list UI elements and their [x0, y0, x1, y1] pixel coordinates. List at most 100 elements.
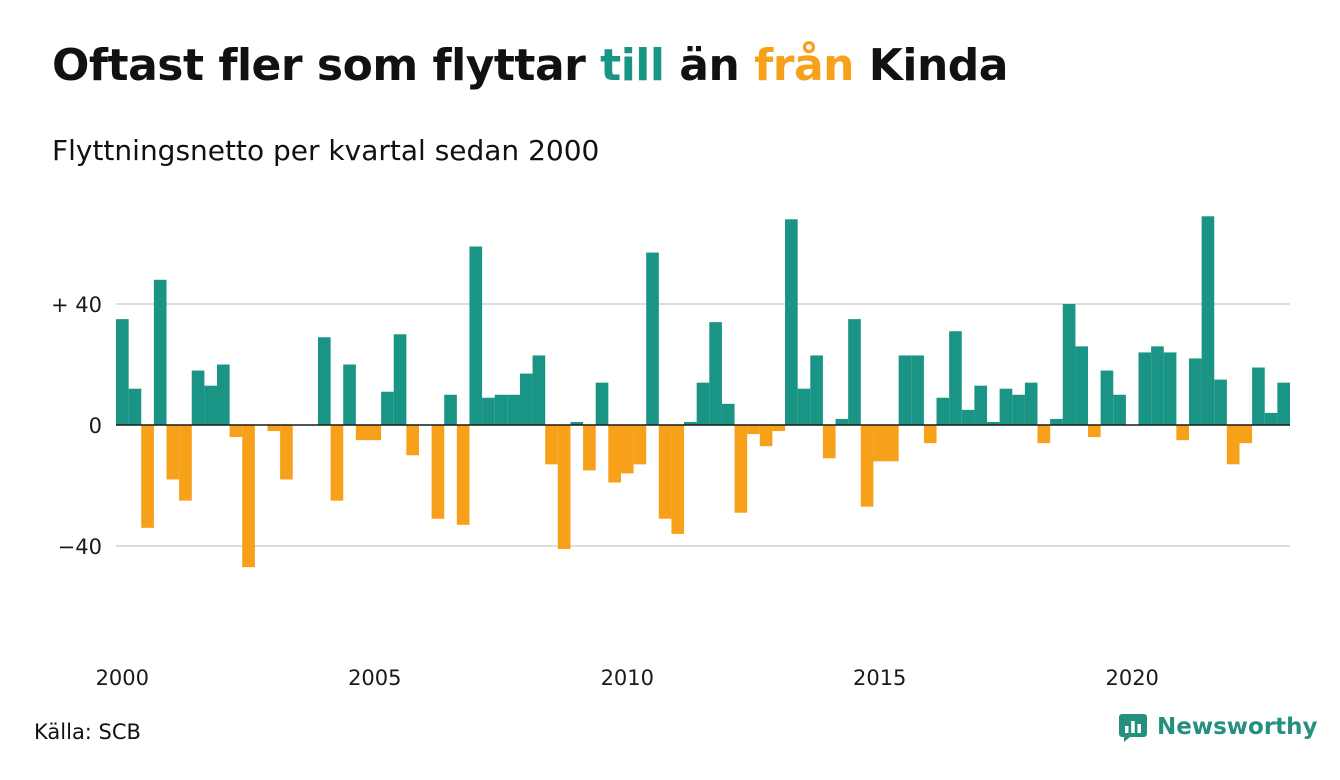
bar [785, 219, 798, 425]
bar [267, 425, 281, 432]
bar [684, 421, 697, 425]
brand-name: Newsworthy [1157, 714, 1318, 740]
bar [961, 409, 975, 426]
x-tick-label: 2000 [96, 666, 149, 690]
bar [1050, 418, 1063, 425]
x-tick-label: 2015 [853, 666, 906, 690]
bar [721, 403, 735, 425]
newsworthy-logo: Newsworthy [1118, 712, 1318, 742]
bar [116, 319, 129, 426]
title-part-3: än [664, 40, 755, 91]
bar [317, 337, 331, 425]
bar [1239, 425, 1253, 444]
bar-chart: + 40 0 −40 2000 2005 2010 2015 2020 [51, 216, 1290, 690]
bar [848, 319, 861, 426]
bar [999, 388, 1013, 425]
y-tick-label: + 40 [51, 293, 102, 317]
bar [671, 425, 685, 534]
chart-title: Oftast fler som flyttar till än från Kin… [52, 40, 1008, 91]
bar [633, 425, 647, 465]
bar [923, 425, 937, 444]
bar [898, 355, 912, 426]
bar [696, 382, 710, 425]
bar [658, 425, 672, 519]
bar [646, 252, 659, 425]
bar [330, 425, 344, 501]
bar [1277, 382, 1290, 425]
bar [987, 421, 1000, 425]
bar [179, 425, 192, 501]
bar [1214, 379, 1227, 426]
bar [759, 425, 773, 447]
bar [772, 425, 786, 432]
bar [1176, 425, 1190, 441]
source-note: Källa: SCB [34, 720, 141, 744]
bar [974, 385, 988, 425]
bar [1188, 358, 1202, 425]
bar [166, 425, 180, 480]
x-tick-label: 2010 [601, 666, 654, 690]
x-tick-label: 2005 [348, 666, 401, 690]
bar [734, 425, 748, 513]
bar [381, 391, 394, 425]
bar [570, 421, 584, 425]
bar [507, 394, 520, 425]
bar [886, 425, 899, 462]
bar [1226, 425, 1240, 465]
bar [1113, 394, 1126, 425]
bar [456, 425, 470, 525]
bar [153, 279, 167, 425]
bar [911, 355, 924, 426]
bar [936, 397, 950, 425]
bar [1163, 352, 1177, 425]
bar [747, 425, 760, 435]
bar [709, 322, 722, 425]
bar [545, 425, 558, 465]
bar [1037, 425, 1051, 444]
bar [482, 397, 495, 425]
bar [873, 425, 887, 462]
bar [797, 388, 811, 425]
bar [1062, 304, 1076, 425]
bar [204, 385, 218, 425]
bar [1075, 346, 1089, 425]
bar [141, 425, 154, 528]
bar [595, 382, 609, 425]
bar [1012, 394, 1025, 425]
chart-subtitle: Flyttningsnetto per kvartal sedan 2000 [52, 134, 600, 167]
bar [128, 388, 142, 425]
bar [835, 418, 849, 425]
bar [406, 425, 419, 456]
bar [1252, 367, 1265, 425]
bar [431, 425, 445, 519]
bar [368, 425, 382, 441]
x-tick-label: 2020 [1105, 666, 1158, 690]
bar [822, 425, 836, 459]
bar [1201, 216, 1215, 425]
bar [229, 425, 243, 438]
bar [1088, 425, 1101, 438]
title-part-5: Kinda [853, 40, 1009, 91]
bar [280, 425, 293, 480]
bar [532, 355, 546, 426]
bar [519, 373, 533, 425]
y-tick-label: 0 [89, 414, 102, 438]
bar-chart-speech-bubble-icon [1119, 714, 1147, 742]
bar [1024, 382, 1038, 425]
bar [583, 425, 596, 471]
bar [608, 425, 621, 483]
bar [191, 370, 205, 425]
bar [1138, 352, 1152, 425]
bar [494, 394, 508, 425]
title-word-fran: från [754, 40, 854, 91]
bar [216, 364, 230, 425]
bar [949, 331, 962, 425]
title-part-1: Oftast fler som flyttar [52, 40, 601, 91]
bar [355, 425, 369, 441]
bar [444, 394, 457, 425]
bar [1151, 346, 1164, 425]
bar [393, 334, 407, 425]
bar [620, 425, 634, 474]
bar [860, 425, 874, 507]
y-tick-label: −40 [58, 535, 102, 559]
